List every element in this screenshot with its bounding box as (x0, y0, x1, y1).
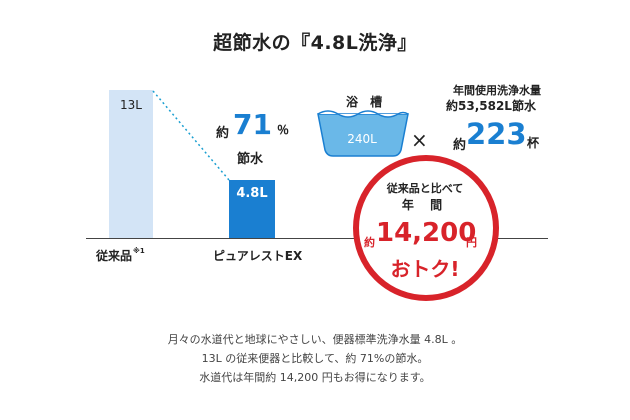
saving-prefix: 約 (216, 126, 230, 141)
baseline (86, 238, 548, 239)
old-volume-label: 13L (120, 98, 142, 112)
badge-period-text: 年 間 (401, 198, 449, 212)
old-product-name: 従来品※1 (96, 247, 145, 263)
saving-unit: ％ (277, 123, 290, 137)
bathtub-icon (317, 110, 409, 157)
description-line-3: 水道代は年間約 14,200 円もお得になります。 (199, 371, 431, 384)
annual-tub-prefix: 約 (453, 138, 467, 153)
new-volume-label: 4.8L (236, 186, 268, 201)
description-line-1: 月々の水道代と地球にやさしい、便器標準洗浄水量 4.8L 。 (167, 333, 463, 346)
bathtub-volume: 240L (347, 132, 377, 146)
description-line-2: 13L の従来便器と比較して、約 71%の節水。 (201, 352, 429, 365)
badge-amount-prefix: 約 (364, 236, 375, 249)
new-volume-bar (229, 180, 275, 238)
bathtub-label: 浴 槽 (346, 95, 387, 109)
saving-label: 節水 (237, 152, 264, 167)
badge-amount: 14,200 (376, 218, 477, 248)
multiply-sign: × (411, 128, 428, 152)
page-title: 超節水の『4.8L洗浄』 (213, 32, 417, 54)
annual-water-amount: 約53,582L節水 (446, 99, 536, 113)
savings-badge (353, 155, 499, 301)
badge-tagline: おトク! (390, 257, 460, 281)
badge-comparison-text: 従来品と比べて (386, 182, 464, 195)
annual-tub-count: 223 (466, 117, 527, 151)
annual-water-heading: 年間使用洗浄水量 (453, 84, 541, 97)
annual-tub-unit: 杯 (527, 136, 540, 150)
footnote-mark: ※1 (133, 247, 145, 255)
badge-amount-unit: 円 (466, 236, 477, 249)
old-volume-bar (109, 90, 153, 238)
saving-value: 71 (233, 108, 272, 141)
new-product-name: ピュアレストEX (213, 249, 303, 263)
